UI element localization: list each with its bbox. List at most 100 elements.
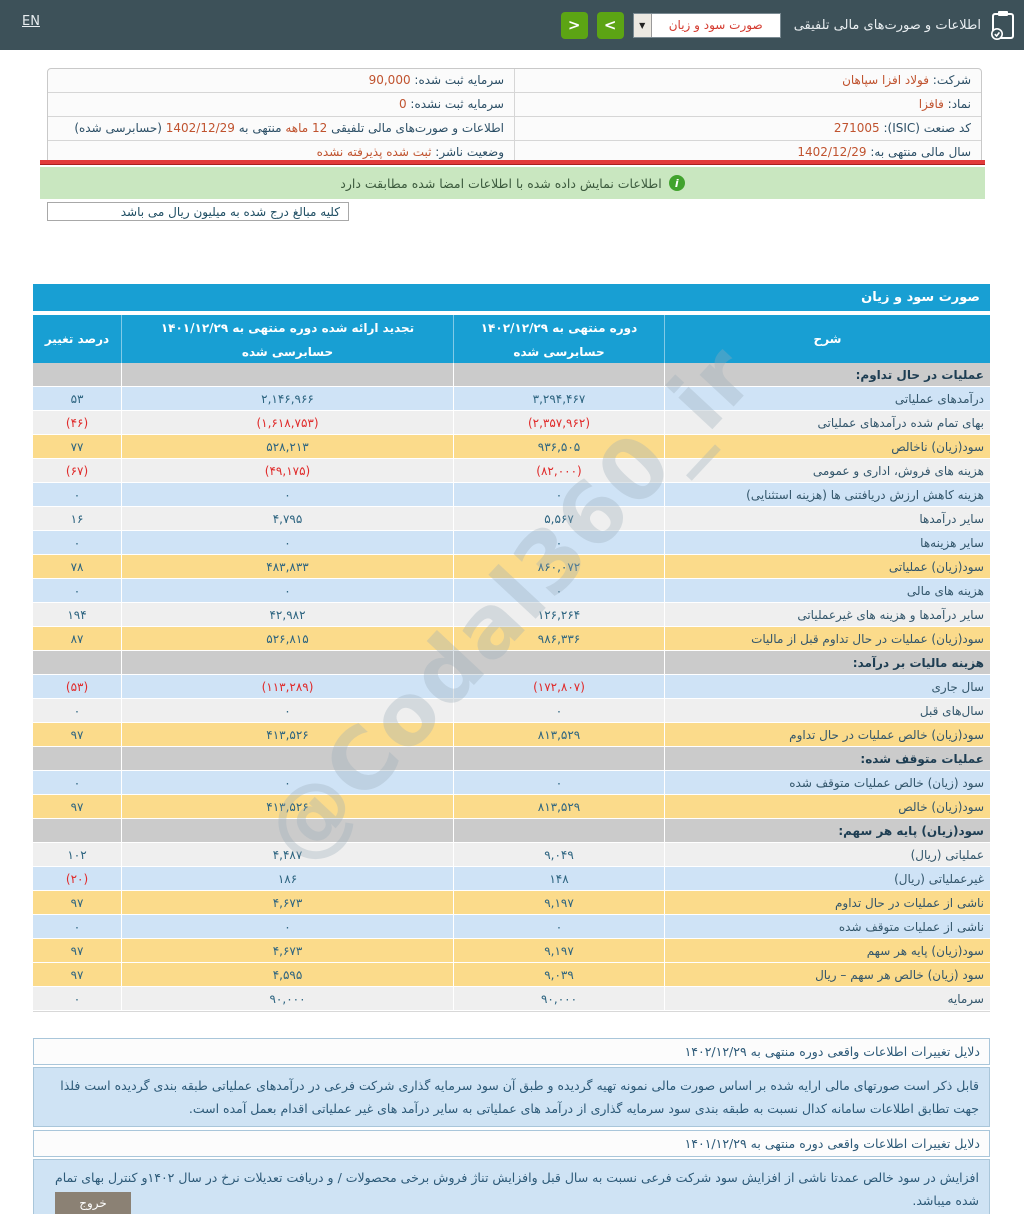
statement-row: سایر درآمدها ۵,۵۶۷ ۴,۷۹۵ ۱۶ xyxy=(33,507,990,531)
statement-row: هزینه کاهش ارزش دریافتنی ها (هزینه استثن… xyxy=(33,483,990,507)
value-cell: ۹۳۶,۵۰۵ xyxy=(454,435,665,458)
value-cell: (۱۱۳,۲۸۹) xyxy=(122,675,454,698)
row-label: عملیات در حال تداوم: xyxy=(855,367,984,382)
statement-row: درآمدهای عملیاتی ۳,۲۹۴,۴۶۷ ۲,۱۴۶,۹۶۶ ۵۳ xyxy=(33,387,990,411)
value-cell: ۰ xyxy=(454,579,665,602)
value-cell: ۹,۰۳۹ xyxy=(454,963,665,986)
statement-row: غیرعملیاتی (ریال) ۱۴۸ ۱۸۶ (۲۰) xyxy=(33,867,990,891)
info-cell-right: کد صنعت (ISIC): 271005 xyxy=(515,117,981,140)
info-cell-right: نماد: فافزا xyxy=(515,93,981,116)
row-label: ناشی از عملیات متوقف شده xyxy=(838,919,984,934)
value-cell: ۱۰۲ xyxy=(33,843,122,866)
statement-row: سود(زیان) عملیاتی ۸۶۰,۰۷۲ ۴۸۳,۸۳۳ ۷۸ xyxy=(33,555,990,579)
info-value: 1402/12/29 xyxy=(797,145,867,159)
value-cell: ۰ xyxy=(122,915,454,938)
value-cell: ۲,۱۴۶,۹۶۶ xyxy=(122,387,454,410)
info-label: نماد: xyxy=(943,97,971,111)
statement-row: سود(زیان) خالص عملیات در حال تداوم ۸۱۳,۵۲… xyxy=(33,723,990,747)
top-bar: اطلاعات و صورت‌های مالی تلفیقی ▼ صورت سو… xyxy=(0,0,1024,50)
statement-row: سال جاری (۱۷۲,۸۰۷) (۱۱۳,۲۸۹) (۵۳) xyxy=(33,675,990,699)
value-cell xyxy=(122,819,454,842)
row-label: سال‌های قبل xyxy=(919,703,984,718)
statement-body: عملیات در حال تداوم: درآمدهای عملیاتی ۳,۲۹… xyxy=(33,363,990,1012)
value-cell: ۷۷ xyxy=(33,435,122,458)
exit-button[interactable]: خروج xyxy=(55,1192,131,1214)
value-cell: ۱۹۴ xyxy=(33,603,122,626)
statement-row: هزینه های مالی ۰ ۰ ۰ xyxy=(33,579,990,603)
info-value: 12 ماهه xyxy=(285,121,328,135)
row-label: ناشی از عملیات در حال تداوم xyxy=(834,895,984,910)
row-label: سود (زیان) خالص عملیات متوقف شده xyxy=(789,775,984,790)
value-cell: ۹۷ xyxy=(33,963,122,986)
statement-header: شرح دوره منتهی به ۱۴۰۲/۱۲/۲۹ تجدید ارائه… xyxy=(33,315,990,363)
info-label: منتهی به xyxy=(234,121,286,135)
value-cell: ۴,۶۷۳ xyxy=(122,939,454,962)
top-bar-controls: اطلاعات و صورت‌های مالی تلفیقی ▼ صورت سو… xyxy=(560,10,1016,40)
value-cell: ۴,۷۹۵ xyxy=(122,507,454,530)
section-header-row: عملیات متوقف شده: xyxy=(33,747,990,771)
info-label: اطلاعات و صورت‌های مالی تلفیقی xyxy=(327,121,504,135)
value-cell xyxy=(33,819,122,842)
info-cell-right: شرکت: فولاد افزا سپاهان xyxy=(515,69,981,92)
chevron-left-icon: < xyxy=(567,16,581,34)
info-label: کد صنعت (ISIC): xyxy=(879,121,971,135)
value-cell: ۴۱۳,۵۲۶ xyxy=(122,795,454,818)
row-label: سود(زیان) خالص عملیات در حال تداوم xyxy=(789,727,984,742)
value-cell xyxy=(454,747,665,770)
language-en-link[interactable]: EN xyxy=(22,14,40,29)
row-label: هزینه های مالی xyxy=(906,583,984,598)
value-cell: ۹,۰۴۹ xyxy=(454,843,665,866)
info-cell-left: سرمایه ثبت نشده: 0 xyxy=(48,93,515,116)
statement-row: سال‌های قبل ۰ ۰ ۰ xyxy=(33,699,990,723)
statement-row: سایر درآمدها و هزینه های غیرعملیاتی ۱۲۶,۲… xyxy=(33,603,990,627)
currency-unit-note: کلیه مبالغ درج شده به میلیون ریال می باش… xyxy=(47,202,349,221)
value-cell: ۷۸ xyxy=(33,555,122,578)
info-cell-right: سال مالی منتهی به: 1402/12/29 xyxy=(515,141,981,164)
previous-statement-button[interactable]: < xyxy=(560,11,588,39)
column-header-description: شرح xyxy=(813,332,842,346)
row-label: سود(زیان) ناخالص xyxy=(891,439,984,454)
value-cell: ۹۷ xyxy=(33,891,122,914)
value-cell: (۸۲,۰۰۰) xyxy=(454,459,665,482)
statement-type-select[interactable]: ▼ صورت سود و زیان xyxy=(632,12,781,38)
row-label: سال جاری xyxy=(931,679,984,694)
note-header: دلایل تغییرات اطلاعات واقعی دوره منتهی ب… xyxy=(33,1130,990,1158)
row-label: عملیاتی (ریال) xyxy=(910,847,984,862)
info-icon: i xyxy=(668,175,685,191)
value-cell xyxy=(33,363,122,386)
signature-match-banner: i اطلاعات نمایش داده شده با اطلاعات امضا… xyxy=(40,167,985,199)
note-body: افزایش در سود خالص عمدتا ناشی از افزایش … xyxy=(33,1159,990,1214)
info-cell-left: سرمایه ثبت شده: 90,000 xyxy=(48,69,515,92)
row-label: هزینه کاهش ارزش دریافتنی ها (هزینه استثن… xyxy=(746,487,984,502)
row-label: سایر درآمدها xyxy=(919,511,984,526)
statement-title: صورت سود و زیان xyxy=(33,284,990,311)
value-cell: ۹,۱۹۷ xyxy=(454,939,665,962)
value-cell: ۸۶۰,۰۷۲ xyxy=(454,555,665,578)
value-cell: ۱۸۶ xyxy=(122,867,454,890)
value-cell xyxy=(454,819,665,842)
value-cell: ۰ xyxy=(454,771,665,794)
statement-row: سود (زیان) خالص عملیات متوقف شده ۰ ۰ ۰ xyxy=(33,771,990,795)
company-info-row: شرکت: فولاد افزا سپاهان سرمایه ثبت شده: 9… xyxy=(48,69,981,93)
value-cell: ۴,۵۹۵ xyxy=(122,963,454,986)
value-cell xyxy=(33,747,122,770)
row-label: سایر درآمدها و هزینه های غیرعملیاتی xyxy=(797,607,984,622)
value-cell: ۱۲۶,۲۶۴ xyxy=(454,603,665,626)
next-statement-button[interactable]: > xyxy=(596,11,624,39)
statement-row: عملیاتی (ریال) ۹,۰۴۹ ۴,۴۸۷ ۱۰۲ xyxy=(33,843,990,867)
row-label: سود(زیان) عملیات در حال تداوم قبل از مال… xyxy=(751,631,984,646)
value-cell: ۰ xyxy=(33,699,122,722)
note-body: قابل ذکر است صورتهای مالی ارایه شده بر ا… xyxy=(33,1067,990,1128)
info-value: 0 xyxy=(398,97,407,111)
row-label: سود (زیان) خالص هر سهم – ریال xyxy=(815,967,984,982)
value-cell: ۴۸۳,۸۳۳ xyxy=(122,555,454,578)
row-label: سود(زیان) خالص xyxy=(898,799,984,814)
row-label: سود(زیان) پایه هر سهم xyxy=(866,943,984,958)
value-cell: ۴۲,۹۸۲ xyxy=(122,603,454,626)
signature-match-text: اطلاعات نمایش داده شده با اطلاعات امضا ش… xyxy=(340,175,662,191)
value-cell: ۰ xyxy=(33,915,122,938)
value-cell: (۵۳) xyxy=(33,675,122,698)
row-label: بهای تمام شده درآمدهای عملیاتی xyxy=(817,415,984,430)
chevron-right-icon: > xyxy=(603,16,617,34)
statement-row: ناشی از عملیات متوقف شده ۰ ۰ ۰ xyxy=(33,915,990,939)
